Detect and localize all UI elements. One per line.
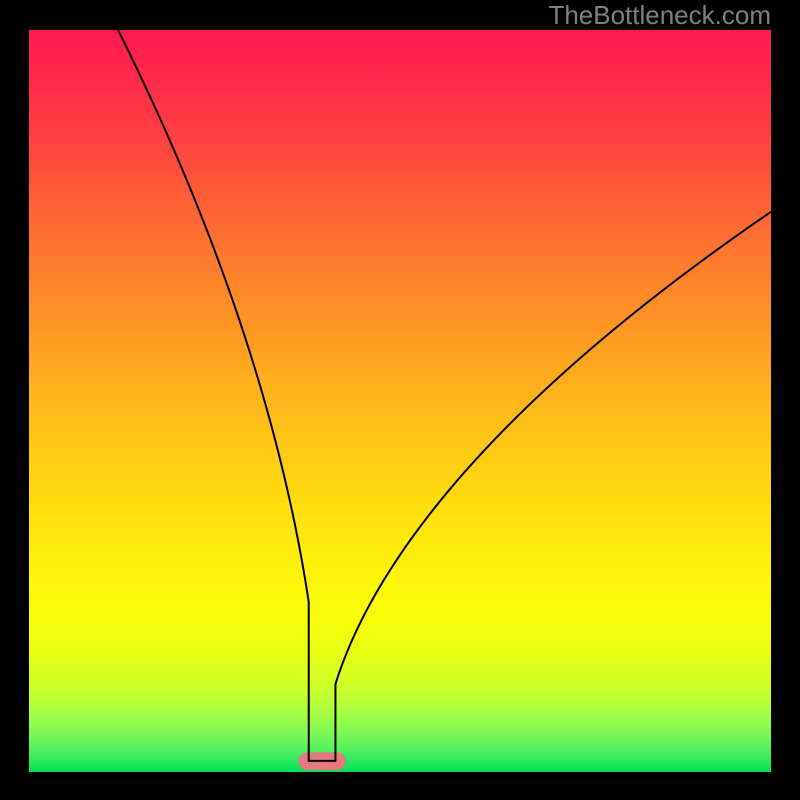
watermark-text: TheBottleneck.com	[548, 0, 771, 31]
bottleneck-chart	[0, 0, 800, 800]
gradient-background	[29, 30, 771, 772]
